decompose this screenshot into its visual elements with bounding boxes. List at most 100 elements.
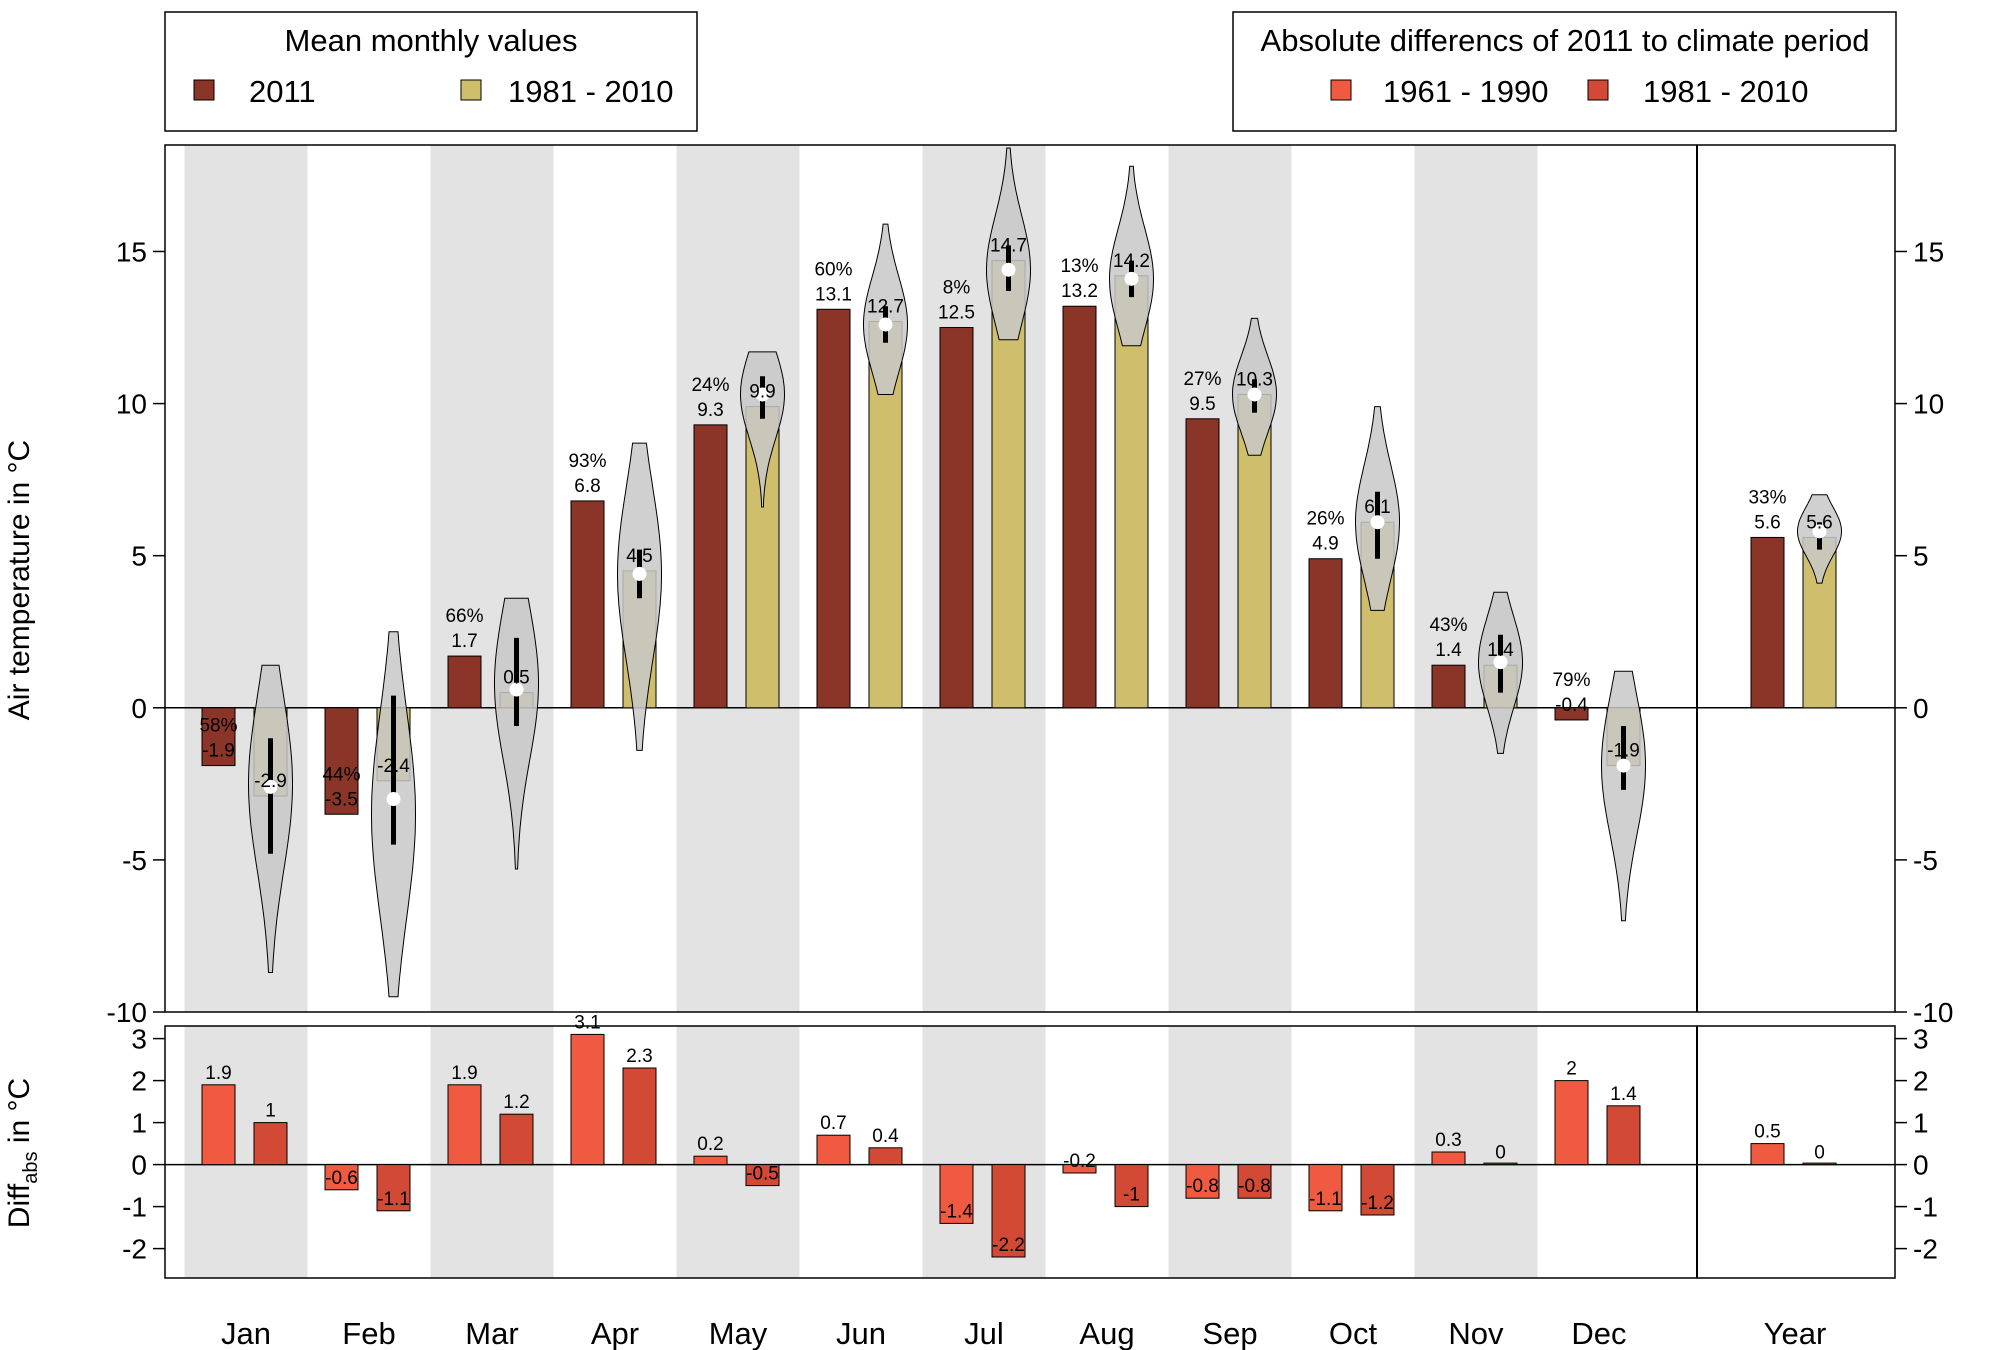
x-tick-label-Dec: Dec — [1571, 1316, 1626, 1350]
value-label-2011-Mar: 1.7 — [451, 631, 477, 652]
diff-label-1961-1990-Year: 0.5 — [1754, 1122, 1780, 1143]
violin-median-Apr — [632, 566, 647, 581]
violin-median-Sep — [1247, 387, 1262, 402]
percentile-label-Jan: 58% — [199, 716, 237, 737]
month-shade-top-Nov — [1414, 145, 1538, 1012]
diff-bar-1961-1990-Sep — [1185, 1164, 1220, 1199]
violin-Jul — [986, 147, 1031, 341]
diff-label-1981-2010-Jan: 1 — [265, 1101, 276, 1122]
percentile-label-Nov: 43% — [1429, 615, 1467, 636]
y-tick-label-left-top-0: 0 — [131, 693, 147, 724]
bar-2011-Feb — [324, 707, 359, 815]
diff-label-1981-2010-Jul: -2.2 — [992, 1235, 1025, 1256]
value-label-2011-May: 9.3 — [697, 400, 723, 421]
diff-bar-1961-1990-Apr — [570, 1033, 605, 1166]
bar-2011-Apr — [570, 500, 605, 709]
diff-label-1961-1990-Jun: 0.7 — [820, 1113, 846, 1134]
diff-bar-1981-2010-Jun — [868, 1147, 903, 1166]
bar-2011-Nov — [1431, 664, 1466, 709]
legend-mean-monthly: Mean monthly values 2011 1981 - 2010 — [164, 11, 698, 132]
violin-median-Mar — [509, 682, 524, 697]
y-tick-label-left-top--5: -5 — [122, 845, 147, 876]
y-tick-label-right-top-15: 15 — [1913, 236, 1944, 267]
top-panel-frame — [164, 144, 1896, 1013]
value-label-1981-2010-Jan: -2.9 — [254, 771, 287, 792]
diff-bar-1981-2010-Nov — [1483, 1162, 1518, 1166]
value-label-2011-Oct: 4.9 — [1312, 534, 1338, 555]
value-label-1981-2010-Feb: -2.4 — [377, 756, 410, 777]
diff-bar-1981-2010-Jul — [991, 1164, 1026, 1258]
violin-median-Jul — [1001, 262, 1016, 277]
y-tick-label-right-bottom-1: 1 — [1913, 1108, 1929, 1139]
month-shade-bottom-May — [676, 1026, 800, 1278]
month-shade-bottom-Jul — [922, 1026, 1046, 1278]
value-label-1981-2010-Jul: 14.7 — [990, 236, 1027, 257]
y-tick-label-right-top--5: -5 — [1913, 845, 1938, 876]
x-tick-label-Jul: Jul — [964, 1316, 1004, 1350]
value-label-1981-2010-Dec: -1.9 — [1607, 741, 1640, 762]
y-tick-label-left-top-10: 10 — [116, 389, 147, 420]
violin-median-Year — [1812, 524, 1827, 539]
x-tick-label-May: May — [709, 1316, 768, 1350]
diff-label-1981-2010-Sep: -0.8 — [1238, 1176, 1271, 1197]
percentile-label-Apr: 93% — [568, 451, 606, 472]
diff-label-1961-1990-Mar: 1.9 — [451, 1063, 477, 1084]
value-label-1981-2010-Aug: 14.2 — [1113, 251, 1150, 272]
legend-label-diff-1981-2010: 1981 - 2010 — [1643, 74, 1808, 109]
violin-Mar — [494, 597, 539, 870]
y-tick-label-right-top-10: 10 — [1913, 389, 1944, 420]
diff-label-1981-2010-Year: 0 — [1814, 1143, 1825, 1164]
legend-label-2011: 2011 — [249, 74, 316, 109]
legend-swatch-diff-1981-2010 — [1587, 79, 1609, 101]
x-tick-label-Jan: Jan — [221, 1316, 271, 1350]
y-tick-label-right-top-0: 0 — [1913, 693, 1929, 724]
diff-bar-1961-1990-Dec — [1554, 1080, 1589, 1166]
legend-swatch-1981-2010 — [460, 79, 482, 101]
diff-bar-1981-2010-Jan — [253, 1122, 288, 1166]
diff-bar-1961-1990-Feb — [324, 1164, 359, 1191]
bar-2011-Jun — [816, 308, 851, 709]
value-label-2011-Aug: 13.2 — [1061, 281, 1098, 302]
diff-label-1961-1990-Aug: -0.2 — [1063, 1151, 1096, 1172]
bar-2011-Year — [1750, 536, 1785, 709]
diff-bar-1961-1990-Mar — [447, 1084, 482, 1166]
diff-bar-1981-2010-Aug — [1114, 1164, 1149, 1208]
diff-label-1961-1990-Jul: -1.4 — [940, 1201, 973, 1222]
x-tick-label-Year: Year — [1764, 1316, 1827, 1350]
bar-2011-Sep — [1185, 418, 1220, 709]
y-axis-title-top: Air temperature in °C — [3, 440, 36, 720]
diff-bar-1981-2010-Feb — [376, 1164, 411, 1212]
diff-label-1981-2010-Feb: -1.1 — [377, 1189, 410, 1210]
bar-2011-Mar — [447, 655, 482, 709]
value-label-1981-2010-Jun: 12.7 — [867, 296, 904, 317]
diff-label-1981-2010-Apr: 2.3 — [626, 1046, 652, 1067]
y-tick-label-right-top--10: -10 — [1913, 997, 1953, 1028]
diff-bar-1961-1990-Nov — [1431, 1151, 1466, 1166]
bar-2011-Jul — [939, 327, 974, 709]
value-label-1981-2010-May: 9.9 — [749, 382, 775, 403]
diff-label-1981-2010-Aug: -1 — [1123, 1185, 1140, 1206]
x-tick-label-Feb: Feb — [342, 1316, 395, 1350]
diff-label-1981-2010-Nov: 0 — [1495, 1143, 1506, 1164]
percentile-label-Aug: 13% — [1060, 256, 1098, 277]
x-tick-label-Aug: Aug — [1079, 1316, 1134, 1350]
bar-2011-Jan — [201, 707, 236, 767]
bar-2011-Oct — [1308, 558, 1343, 709]
percentile-label-Dec: 79% — [1552, 670, 1590, 691]
y-tick-label-left-bottom-2: 2 — [131, 1066, 147, 1097]
x-tick-label-Jun: Jun — [836, 1316, 886, 1350]
value-label-1981-2010-Apr: 4.5 — [626, 546, 652, 567]
value-label-2011-Jun: 13.1 — [815, 284, 852, 305]
diff-bar-1981-2010-Oct — [1360, 1164, 1395, 1216]
percentile-label-Year: 33% — [1748, 487, 1786, 508]
month-shade-top-Jan — [184, 145, 308, 1012]
percentile-label-Jul: 8% — [943, 278, 971, 299]
y-tick-label-right-bottom-0: 0 — [1913, 1150, 1929, 1181]
value-label-1981-2010-Nov: 1.4 — [1487, 640, 1514, 661]
diff-label-1961-1990-Dec: 2 — [1566, 1059, 1577, 1080]
value-label-2011-Sep: 9.5 — [1189, 394, 1215, 415]
diff-label-1981-2010-Dec: 1.4 — [1610, 1084, 1637, 1105]
legend-swatch-2011 — [193, 79, 215, 101]
value-label-2011-Apr: 6.8 — [574, 476, 600, 497]
